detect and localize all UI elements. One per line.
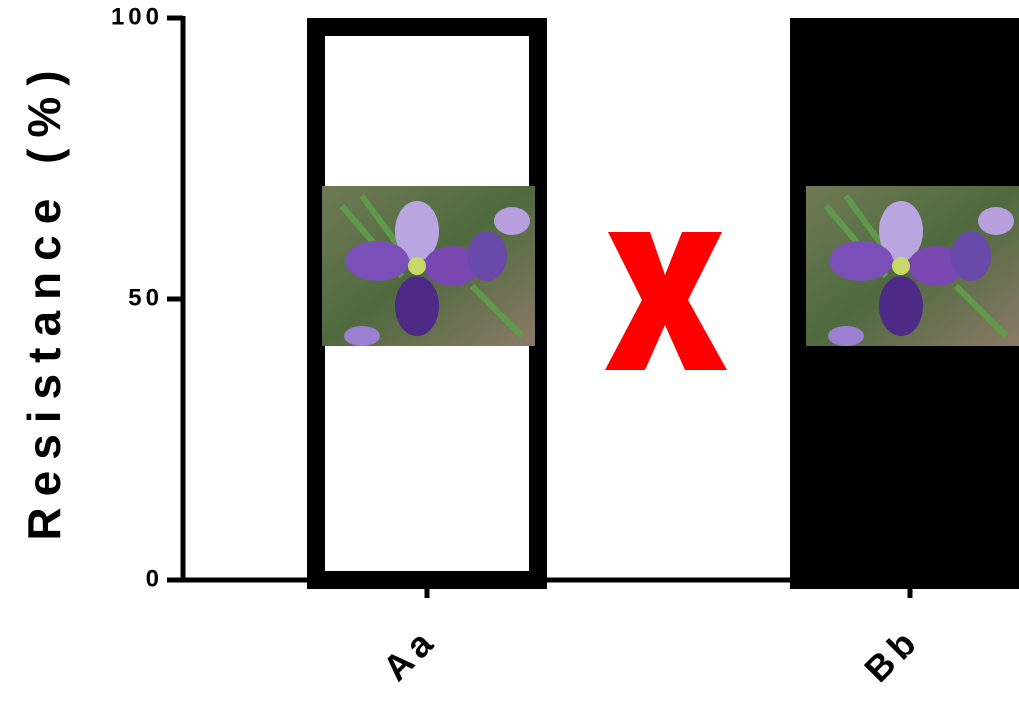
flower-image (806, 186, 1019, 346)
chart: Resistance (%) Aa Bb 0 50 100 (0, 0, 1019, 702)
y-tick-label: 50 (128, 284, 163, 311)
y-tick-label: 0 (146, 565, 163, 592)
cross-symbol (605, 232, 727, 370)
flower-image (322, 186, 535, 346)
y-tick-label: 100 (111, 3, 163, 30)
x-tick-label: Bb (856, 619, 927, 690)
y-axis-label: Resistance (%) (18, 59, 70, 540)
x-tick-label: Aa (375, 619, 445, 689)
